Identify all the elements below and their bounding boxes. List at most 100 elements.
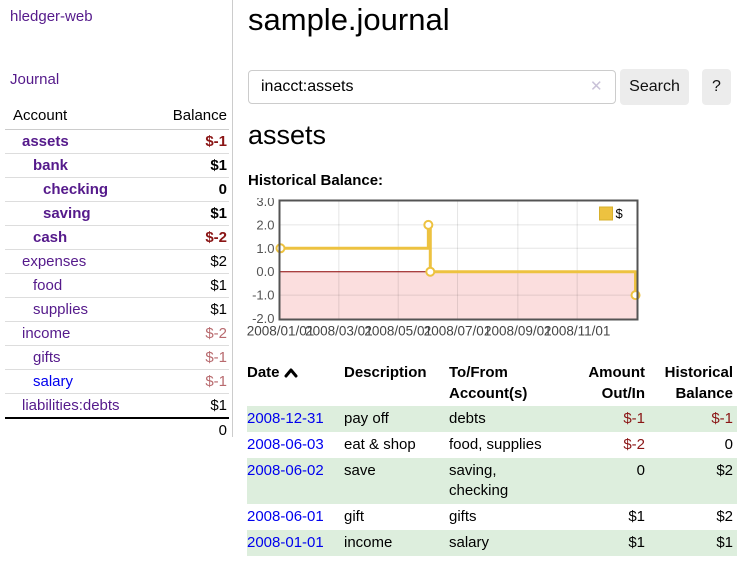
svg-text:$: $ [616, 206, 624, 221]
transaction-amount-cell: $-2 [623, 436, 645, 453]
account-balance-cell: $1 [155, 393, 229, 418]
transaction-accounts-cell: saving, checking [449, 462, 509, 499]
sidebar-account-link[interactable]: supplies [33, 301, 89, 318]
register-row: 2008-06-03 eat & shop food, supplies $-2 0 [247, 432, 737, 458]
transaction-accounts-cell: gifts [449, 508, 477, 525]
accounts-column-header: To/From Account(s) [449, 364, 528, 402]
account-balance-cell: $-1 [205, 133, 227, 150]
sidebar-account-link[interactable]: saving [43, 205, 91, 222]
sidebar-account-link[interactable]: salary [33, 373, 74, 390]
account-name-cell: supplies [5, 297, 156, 322]
sidebar-item-journal[interactable]: Journal [10, 71, 60, 88]
svg-text:2008/11/01: 2008/11/01 [544, 324, 611, 339]
transaction-date-link[interactable]: 2008-06-01 [247, 508, 324, 525]
app-title-link[interactable]: hledger-web [10, 8, 93, 25]
account-name-cell: expenses [5, 249, 156, 274]
transaction-date-cell: 2008-06-02 [247, 458, 344, 504]
sidebar-account-row: food $1 [5, 273, 229, 298]
register-table: Date Description To/From Account(s) Amou… [247, 360, 737, 556]
account-name-cell: saving [5, 201, 156, 226]
search-button[interactable]: Search [620, 69, 689, 105]
sidebar-account-link[interactable]: checking [43, 181, 109, 198]
svg-text:2008/09/01: 2008/09/01 [484, 324, 552, 339]
balance-column-header-register: Historical Balance [664, 364, 733, 402]
sidebar-account-link[interactable]: assets [22, 133, 69, 150]
account-name-cell: gifts [5, 345, 156, 370]
account-balance-cell: $1 [155, 297, 229, 322]
svg-text:2.0: 2.0 [256, 217, 274, 232]
transaction-date-cell: 2008-01-01 [247, 530, 344, 556]
transaction-balance-cell: $-1 [711, 410, 733, 427]
help-button[interactable]: ? [702, 69, 731, 105]
sidebar-account-link[interactable]: bank [33, 157, 69, 174]
transaction-date-link[interactable]: 2008-06-03 [247, 436, 324, 453]
transaction-amount-cell: 0 [636, 462, 645, 479]
account-balance-cell: $-2 [155, 225, 229, 250]
account-balance-cell: 0 [155, 177, 229, 202]
transaction-balance-cell: $2 [716, 462, 733, 479]
page-title: sample.journal [248, 2, 450, 37]
sidebar-account-row: checking 0 [5, 177, 229, 202]
sidebar-account-row: liabilities:debts $1 [5, 393, 229, 418]
register-row: 2008-01-01 income salary $1 $1 [247, 530, 737, 556]
transaction-balance-cell: 0 [724, 436, 733, 453]
date-column-header[interactable]: Date [247, 360, 344, 406]
sidebar-account-row: supplies $1 [5, 297, 229, 322]
main-content: sample.journal ✕ Search ? assets Histori… [247, 0, 742, 582]
account-balance-cell: $-1 [155, 369, 229, 394]
sidebar-account-link[interactable]: gifts [33, 349, 61, 366]
transaction-balance-cell: $1 [716, 534, 733, 551]
svg-text:3.0: 3.0 [256, 198, 274, 209]
svg-text:2008/03/01: 2008/03/01 [305, 324, 373, 339]
register-header-row: Date Description To/From Account(s) Amou… [247, 360, 737, 406]
svg-text:2008/05/01: 2008/05/01 [364, 324, 432, 339]
sidebar-account-row: cash $-2 [5, 225, 229, 250]
account-name-cell: liabilities:debts [5, 393, 156, 418]
description-column-header: Description [344, 364, 427, 381]
svg-text:-2.0: -2.0 [252, 311, 274, 326]
sidebar: hledger-web Journal Account Balance asse… [0, 0, 233, 442]
account-column-header: Account [5, 103, 156, 130]
chart-canvas: $3.0 2.0 1.0 0.0 -1.0 -2.02008/01/012008/03/0… [247, 194, 641, 339]
balance-total-value: 0 [155, 417, 229, 442]
account-balance-cell: $1 [155, 273, 229, 298]
transaction-description-cell: gift [344, 508, 365, 525]
balance-table-header-row: Account Balance [5, 103, 229, 130]
chart-title: Historical Balance: [248, 172, 384, 189]
sidebar-account-row: salary $-1 [5, 369, 229, 394]
svg-text:2008/01/01: 2008/01/01 [247, 324, 314, 339]
account-balance-cell: $-1 [155, 345, 229, 370]
account-name-cell: cash [5, 225, 156, 250]
register-row: 2008-06-01 gift gifts $1 $2 [247, 504, 737, 530]
transaction-date-link[interactable]: 2008-01-01 [247, 534, 324, 551]
transaction-accounts-cell: debts [449, 410, 486, 427]
transaction-description-cell: income [344, 534, 393, 551]
transaction-date-cell: 2008-06-01 [247, 504, 344, 530]
clear-search-icon[interactable]: ✕ [590, 78, 603, 95]
search-input[interactable] [248, 70, 616, 104]
transaction-balance-cell: $2 [716, 508, 733, 525]
account-balance-cell: $-2 [155, 321, 229, 346]
account-name-cell: assets [5, 130, 155, 154]
sidebar-account-row: saving $1 [5, 201, 229, 226]
sidebar-account-row: income $-2 [5, 321, 229, 346]
sidebar-account-link[interactable]: food [33, 277, 63, 294]
transaction-date-link[interactable]: 2008-12-31 [247, 410, 324, 427]
account-name-cell: food [5, 273, 156, 298]
sidebar-account-row: bank $1 [5, 153, 229, 178]
svg-text:0.0: 0.0 [256, 264, 274, 279]
transaction-amount-cell: $1 [628, 534, 645, 551]
transaction-date-link[interactable]: 2008-06-02 [247, 462, 324, 479]
account-name-cell: checking [5, 177, 156, 202]
sidebar-account-link[interactable]: expenses [22, 253, 87, 270]
sidebar-account-link[interactable]: income [22, 325, 71, 342]
sidebar-account-link[interactable]: liabilities:debts [22, 397, 120, 414]
transaction-description-cell: save [344, 462, 376, 479]
historical-balance-chart: $3.0 2.0 1.0 0.0 -1.0 -2.0 2008/01/01 2008/03/0… [247, 194, 647, 348]
transaction-date-cell: 2008-12-31 [247, 406, 344, 432]
account-balance-cell: $1 [155, 201, 229, 226]
sidebar-account-link[interactable]: cash [33, 229, 68, 246]
transaction-amount-cell: $1 [628, 508, 645, 525]
balance-column-header: Balance [155, 103, 229, 130]
